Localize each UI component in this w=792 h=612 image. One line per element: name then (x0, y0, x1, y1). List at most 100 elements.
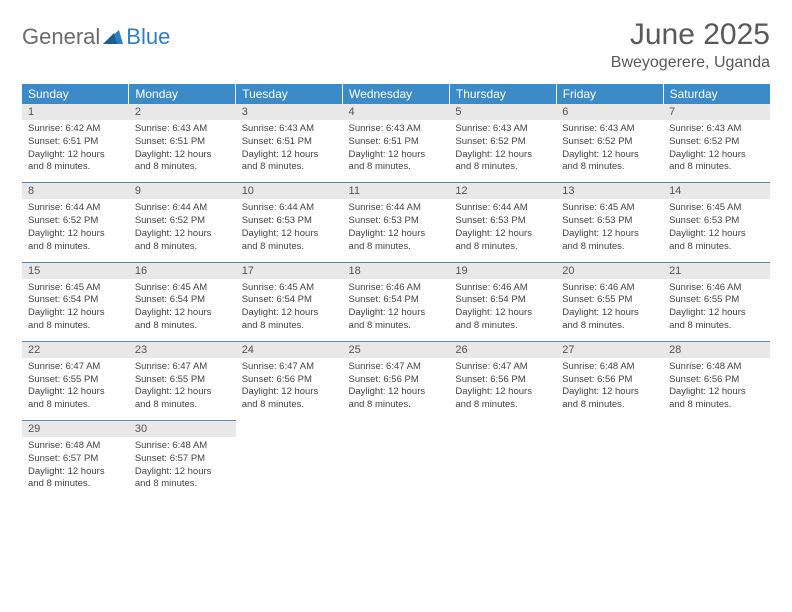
daylight-line1: Daylight: 12 hours (349, 228, 444, 241)
daylight-line2: and 8 minutes. (28, 478, 123, 491)
day-number: 10 (236, 182, 343, 199)
day-details: Sunrise: 6:44 AMSunset: 6:52 PMDaylight:… (129, 199, 236, 261)
day-number: 11 (343, 182, 450, 199)
calendar-cell: . (663, 420, 770, 499)
day-details: Sunrise: 6:44 AMSunset: 6:53 PMDaylight:… (449, 199, 556, 261)
daylight-line2: and 8 minutes. (28, 320, 123, 333)
sunset-text: Sunset: 6:55 PM (28, 374, 123, 387)
calendar-cell: 23Sunrise: 6:47 AMSunset: 6:55 PMDayligh… (129, 341, 236, 420)
sunset-text: Sunset: 6:53 PM (242, 215, 337, 228)
sunrise-text: Sunrise: 6:47 AM (28, 361, 123, 374)
day-number: 9 (129, 182, 236, 199)
daylight-line1: Daylight: 12 hours (562, 307, 657, 320)
sunrise-text: Sunrise: 6:45 AM (562, 202, 657, 215)
day-details: Sunrise: 6:43 AMSunset: 6:52 PMDaylight:… (449, 120, 556, 182)
calendar-row: 1Sunrise: 6:42 AMSunset: 6:51 PMDaylight… (22, 104, 770, 182)
daylight-line2: and 8 minutes. (562, 241, 657, 254)
calendar-cell: 9Sunrise: 6:44 AMSunset: 6:52 PMDaylight… (129, 182, 236, 261)
daylight-line1: Daylight: 12 hours (242, 228, 337, 241)
daylight-line2: and 8 minutes. (28, 399, 123, 412)
sunset-text: Sunset: 6:55 PM (562, 294, 657, 307)
calendar-cell: 10Sunrise: 6:44 AMSunset: 6:53 PMDayligh… (236, 182, 343, 261)
daylight-line1: Daylight: 12 hours (669, 228, 764, 241)
sunset-text: Sunset: 6:56 PM (669, 374, 764, 387)
day-details: Sunrise: 6:47 AMSunset: 6:56 PMDaylight:… (449, 358, 556, 420)
calendar-cell: 17Sunrise: 6:45 AMSunset: 6:54 PMDayligh… (236, 262, 343, 341)
day-number: 21 (663, 262, 770, 279)
day-number: 22 (22, 341, 129, 358)
daylight-line2: and 8 minutes. (349, 241, 444, 254)
day-number: 19 (449, 262, 556, 279)
day-details: Sunrise: 6:45 AMSunset: 6:53 PMDaylight:… (663, 199, 770, 261)
day-details: Sunrise: 6:43 AMSunset: 6:52 PMDaylight:… (556, 120, 663, 182)
daylight-line2: and 8 minutes. (562, 320, 657, 333)
daylight-line1: Daylight: 12 hours (28, 307, 123, 320)
day-number: 18 (343, 262, 450, 279)
logo-word1: General (22, 24, 100, 50)
sunset-text: Sunset: 6:53 PM (455, 215, 550, 228)
sunrise-text: Sunrise: 6:43 AM (349, 123, 444, 136)
sunrise-text: Sunrise: 6:48 AM (28, 440, 123, 453)
day-details: Sunrise: 6:46 AMSunset: 6:55 PMDaylight:… (663, 279, 770, 341)
sunrise-text: Sunrise: 6:47 AM (349, 361, 444, 374)
daylight-line1: Daylight: 12 hours (28, 228, 123, 241)
daylight-line2: and 8 minutes. (242, 241, 337, 254)
daylight-line1: Daylight: 12 hours (562, 149, 657, 162)
sunset-text: Sunset: 6:52 PM (455, 136, 550, 149)
sunrise-text: Sunrise: 6:46 AM (562, 282, 657, 295)
calendar-cell: 2Sunrise: 6:43 AMSunset: 6:51 PMDaylight… (129, 104, 236, 182)
calendar-row: 29Sunrise: 6:48 AMSunset: 6:57 PMDayligh… (22, 420, 770, 499)
daylight-line1: Daylight: 12 hours (669, 307, 764, 320)
calendar-cell: 5Sunrise: 6:43 AMSunset: 6:52 PMDaylight… (449, 104, 556, 182)
day-details: Sunrise: 6:45 AMSunset: 6:54 PMDaylight:… (236, 279, 343, 341)
sunrise-text: Sunrise: 6:47 AM (455, 361, 550, 374)
daylight-line2: and 8 minutes. (349, 399, 444, 412)
weekday-header: Wednesday (343, 84, 450, 104)
daylight-line2: and 8 minutes. (455, 241, 550, 254)
daylight-line2: and 8 minutes. (349, 320, 444, 333)
daylight-line1: Daylight: 12 hours (349, 149, 444, 162)
daylight-line2: and 8 minutes. (242, 161, 337, 174)
sunset-text: Sunset: 6:53 PM (349, 215, 444, 228)
day-number: 15 (22, 262, 129, 279)
day-number: 17 (236, 262, 343, 279)
daylight-line1: Daylight: 12 hours (455, 386, 550, 399)
daylight-line2: and 8 minutes. (28, 241, 123, 254)
daylight-line2: and 8 minutes. (242, 399, 337, 412)
sunset-text: Sunset: 6:54 PM (28, 294, 123, 307)
logo-triangle-icon (103, 24, 123, 50)
calendar-cell: 26Sunrise: 6:47 AMSunset: 6:56 PMDayligh… (449, 341, 556, 420)
daylight-line1: Daylight: 12 hours (455, 228, 550, 241)
calendar-cell: 22Sunrise: 6:47 AMSunset: 6:55 PMDayligh… (22, 341, 129, 420)
daylight-line1: Daylight: 12 hours (242, 307, 337, 320)
day-number: 12 (449, 182, 556, 199)
weekday-header: Friday (556, 84, 663, 104)
calendar-cell: 16Sunrise: 6:45 AMSunset: 6:54 PMDayligh… (129, 262, 236, 341)
calendar-cell: 20Sunrise: 6:46 AMSunset: 6:55 PMDayligh… (556, 262, 663, 341)
sunrise-text: Sunrise: 6:43 AM (242, 123, 337, 136)
day-number: 13 (556, 182, 663, 199)
day-details: Sunrise: 6:47 AMSunset: 6:55 PMDaylight:… (129, 358, 236, 420)
sunset-text: Sunset: 6:54 PM (242, 294, 337, 307)
day-details: Sunrise: 6:48 AMSunset: 6:57 PMDaylight:… (22, 437, 129, 499)
daylight-line1: Daylight: 12 hours (562, 386, 657, 399)
day-number: 29 (22, 420, 129, 437)
sunset-text: Sunset: 6:55 PM (669, 294, 764, 307)
day-number: 30 (129, 420, 236, 437)
sunrise-text: Sunrise: 6:45 AM (669, 202, 764, 215)
daylight-line2: and 8 minutes. (669, 161, 764, 174)
calendar-cell: 14Sunrise: 6:45 AMSunset: 6:53 PMDayligh… (663, 182, 770, 261)
daylight-line2: and 8 minutes. (349, 161, 444, 174)
logo: General Blue (22, 18, 170, 50)
sunrise-text: Sunrise: 6:46 AM (669, 282, 764, 295)
day-number: 1 (22, 104, 129, 120)
day-details: Sunrise: 6:48 AMSunset: 6:56 PMDaylight:… (663, 358, 770, 420)
sunset-text: Sunset: 6:52 PM (135, 215, 230, 228)
weekday-header: Sunday (22, 84, 129, 104)
calendar-row: 15 Sunrise: 6:45 AMSunset: 6:54 PMDayligh… (22, 262, 770, 341)
daylight-line2: and 8 minutes. (135, 161, 230, 174)
day-details: Sunrise: 6:42 AMSunset: 6:51 PMDaylight:… (22, 120, 129, 182)
day-details: Sunrise: 6:46 AMSunset: 6:55 PMDaylight:… (556, 279, 663, 341)
calendar-cell: 19Sunrise: 6:46 AMSunset: 6:54 PMDayligh… (449, 262, 556, 341)
day-details: Sunrise: 6:44 AMSunset: 6:53 PMDaylight:… (343, 199, 450, 261)
